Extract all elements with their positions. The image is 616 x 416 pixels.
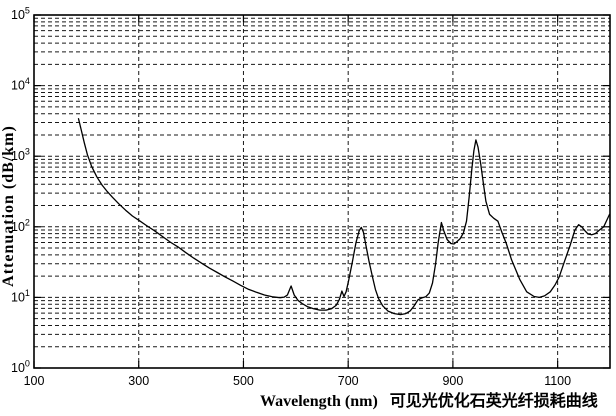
- x-tick-label: 300: [128, 374, 149, 388]
- x-axis-title: Wavelength (nm) 可见光优化石英光纤损耗曲线: [260, 387, 598, 411]
- loss-curve: [77, 118, 611, 316]
- y-axis-title: Attenuation (dB/km): [0, 125, 17, 287]
- x-axis-title-text: Wavelength (nm): [260, 393, 378, 410]
- axes-box: [33, 14, 611, 369]
- x-axis-caption-zh: 可见光优化石英光纤损耗曲线: [389, 393, 598, 410]
- x-tick-label: 1100: [544, 374, 571, 388]
- y-tick-label: 105: [11, 6, 30, 23]
- x-tick-label: 100: [24, 374, 45, 388]
- x-tick-label: 900: [442, 374, 463, 388]
- y-tick-label: 100: [11, 359, 30, 376]
- x-tick-label: 500: [233, 374, 254, 388]
- x-tick-label: 700: [338, 374, 359, 388]
